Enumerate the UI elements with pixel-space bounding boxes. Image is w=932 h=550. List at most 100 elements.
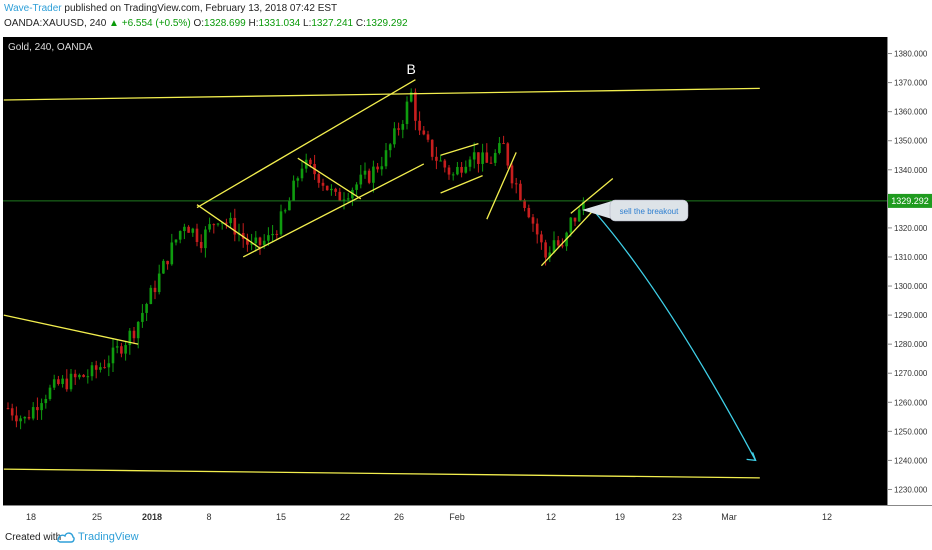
candle-body xyxy=(510,165,514,184)
candle-body xyxy=(15,415,18,422)
candles xyxy=(6,88,585,430)
flag1-top xyxy=(196,204,261,249)
candle-body xyxy=(502,143,505,145)
price-chart[interactable]: 1380.000 1370.000 1360.000 1350.000 1340.000… xyxy=(0,34,932,527)
candle-body xyxy=(506,143,510,166)
candle-body xyxy=(65,378,69,390)
candle-body xyxy=(397,128,400,130)
candle-body xyxy=(498,143,501,153)
candle-body xyxy=(166,260,169,265)
x-tick-label: 23 xyxy=(672,512,682,522)
x-tick-label: 26 xyxy=(394,512,404,522)
candle-body xyxy=(61,378,64,385)
candle-body xyxy=(418,120,421,131)
candle-body xyxy=(472,152,476,160)
candle-body xyxy=(544,242,547,258)
candle-body xyxy=(120,346,123,354)
y-axis-panel[interactable] xyxy=(888,37,932,505)
candle-body xyxy=(254,237,258,244)
candle-body xyxy=(153,287,157,293)
candle-body xyxy=(44,398,48,404)
candle-body xyxy=(493,152,497,163)
candle-body xyxy=(573,217,577,222)
candle-body xyxy=(69,373,73,390)
candle-body xyxy=(519,183,522,201)
candle-body xyxy=(195,228,199,242)
candle-body xyxy=(31,407,35,419)
symbol-label: OANDA:XAUUSD, 240 xyxy=(4,18,107,29)
y-tick-label: 1270.000 xyxy=(894,369,928,378)
high-value: 1331.034 xyxy=(258,18,301,29)
close-label: C: xyxy=(355,18,366,29)
candle-body xyxy=(132,330,136,339)
change-value: ▲ +6.554 (+0.5%) xyxy=(109,18,191,29)
candle-body xyxy=(279,211,283,235)
candle-body xyxy=(561,245,564,247)
x-tick-label: 2018 xyxy=(142,512,162,522)
x-tick-label: 25 xyxy=(92,512,102,522)
callout-bubble[interactable]: sell the breakout xyxy=(582,199,689,222)
candle-body xyxy=(430,139,434,157)
candle-body xyxy=(128,330,132,346)
candle-body xyxy=(208,224,211,230)
candle-body xyxy=(447,167,451,175)
candle-body xyxy=(52,379,56,388)
tradingview-logo-icon[interactable] xyxy=(57,530,75,544)
y-tick-label: 1360.000 xyxy=(894,108,928,117)
author-link[interactable]: Wave-Trader xyxy=(4,3,62,14)
candle-body xyxy=(57,379,60,385)
chart-title: Gold, 240, OANDA xyxy=(8,42,93,53)
candle-body xyxy=(363,170,367,175)
flag1-bottom xyxy=(297,157,362,200)
candle-body xyxy=(107,363,111,368)
candle-body xyxy=(481,152,484,164)
candle-body xyxy=(23,416,27,419)
candle-body xyxy=(103,367,106,369)
candle-body xyxy=(10,408,14,416)
y-tick-label: 1260.000 xyxy=(894,398,928,407)
publish-info: Wave-Trader published on TradingView.com… xyxy=(4,3,337,14)
candle-body xyxy=(82,374,85,377)
wedge-upper xyxy=(570,177,614,214)
candle-body xyxy=(220,222,224,224)
candle-body xyxy=(250,243,253,245)
plot-area[interactable] xyxy=(3,37,887,505)
candle-body xyxy=(233,217,237,235)
candle-body xyxy=(292,180,295,201)
candle-body xyxy=(321,182,325,186)
candle-body xyxy=(460,166,463,173)
candle-body xyxy=(27,416,31,419)
x-tick-label: Feb xyxy=(449,512,465,522)
footer: Created with TradingView xyxy=(0,527,932,550)
flag2-bottom xyxy=(440,174,483,194)
y-tick-label: 1320.000 xyxy=(894,224,928,233)
candle-body xyxy=(464,166,468,173)
x-tick-label: 22 xyxy=(340,512,350,522)
candle-body xyxy=(157,273,161,293)
candle-body xyxy=(40,403,43,411)
candle-body xyxy=(422,130,426,135)
candle-body xyxy=(535,223,539,235)
candle-body xyxy=(124,345,127,354)
published-text: published on TradingView.com, February 1… xyxy=(64,3,338,14)
flag2-top xyxy=(440,143,479,156)
candle-body xyxy=(258,237,262,245)
x-tick-label: 18 xyxy=(26,512,36,522)
candle-body xyxy=(355,184,358,190)
high-label: H: xyxy=(248,18,259,29)
candle-body xyxy=(338,191,342,201)
candle-body xyxy=(246,238,249,245)
tradingview-brand[interactable]: TradingView xyxy=(78,531,139,543)
candle-body xyxy=(380,166,384,170)
x-tick-label: 12 xyxy=(546,512,556,522)
candle-body xyxy=(86,376,90,378)
candle-body xyxy=(296,178,300,181)
candle-body xyxy=(283,210,287,212)
candle-body xyxy=(514,183,518,185)
wave-label-b: B xyxy=(407,61,416,77)
y-tick-label: 1300.000 xyxy=(894,282,928,291)
channel-lower xyxy=(242,163,425,258)
y-tick-label: 1370.000 xyxy=(894,79,928,88)
candle-body xyxy=(468,159,472,167)
candle-body xyxy=(212,224,216,226)
